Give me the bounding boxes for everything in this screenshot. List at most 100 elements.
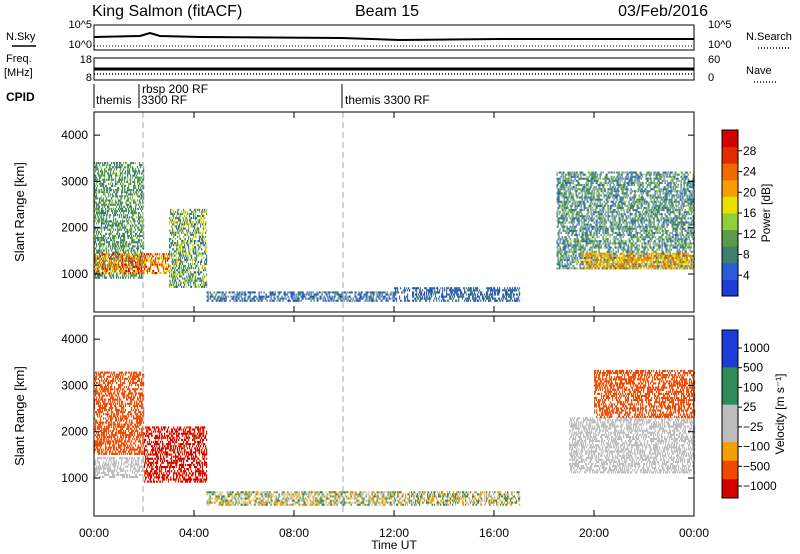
rti-cell xyxy=(578,181,580,184)
rti-cell xyxy=(132,193,134,196)
rti-cell xyxy=(134,220,136,223)
rti-cell xyxy=(172,279,174,282)
rti-cell xyxy=(200,235,202,238)
rti-cell xyxy=(116,166,118,169)
rti-cell xyxy=(98,203,100,206)
rti-cell xyxy=(189,217,191,220)
rti-cell xyxy=(591,184,593,187)
rti-cell xyxy=(416,295,418,298)
rti-cell xyxy=(218,299,220,302)
rti-cell xyxy=(199,235,201,238)
rti-cell xyxy=(379,293,381,296)
rti-cell xyxy=(593,217,595,220)
rti-cell xyxy=(106,189,108,192)
rti-cell xyxy=(102,184,104,187)
rti-cell xyxy=(121,201,123,204)
rti-cell xyxy=(588,192,590,195)
rti-cell xyxy=(268,295,270,298)
rti-cell xyxy=(159,255,161,258)
rti-cell xyxy=(112,253,114,256)
rti-cell xyxy=(124,172,126,175)
rti-cell xyxy=(448,287,450,290)
rti-cell xyxy=(585,261,587,264)
rti-cell xyxy=(132,162,134,165)
rti-cell xyxy=(510,293,512,296)
rti-cell xyxy=(565,246,567,249)
rti-cell xyxy=(571,202,573,205)
rti-cell xyxy=(131,257,133,260)
rti-cell xyxy=(126,214,128,217)
rti-cell xyxy=(576,267,578,270)
rti-cell xyxy=(397,291,399,294)
rti-cell xyxy=(572,261,574,264)
rti-cell xyxy=(141,216,143,219)
rti-cell xyxy=(120,162,122,165)
rti-cell xyxy=(143,178,145,181)
rti-cell xyxy=(135,253,137,256)
rti-cell xyxy=(182,250,184,253)
rti-cell xyxy=(592,198,594,201)
rti-cell xyxy=(107,189,109,192)
rti-cell xyxy=(201,271,203,274)
rti-cell xyxy=(100,166,102,169)
rti-cell xyxy=(173,235,175,238)
beam-label: Beam 15 xyxy=(355,3,419,20)
rti-cell xyxy=(135,274,137,277)
rti-cell xyxy=(101,237,103,240)
rti-cell xyxy=(182,221,184,224)
rti-cell xyxy=(104,259,106,262)
rti-cell xyxy=(354,295,356,298)
rti-cell xyxy=(290,291,292,294)
rti-cell xyxy=(172,273,174,276)
rti-cell xyxy=(586,240,588,243)
rti-cell xyxy=(98,251,100,254)
rti-cell xyxy=(143,230,145,233)
rti-cell xyxy=(128,220,130,223)
rti-cell xyxy=(497,287,499,290)
rti-cell xyxy=(133,214,135,217)
rti-cell xyxy=(106,216,108,219)
rti-cell xyxy=(572,265,574,268)
rti-cell xyxy=(412,293,414,296)
rti-cell xyxy=(599,198,601,201)
rti-cell xyxy=(100,259,102,262)
rti-cell xyxy=(136,224,138,227)
rti-cell xyxy=(212,299,214,302)
rti-cell xyxy=(223,293,225,296)
rti-cell xyxy=(560,215,562,218)
rti-cell xyxy=(566,259,568,262)
rti-cell xyxy=(140,251,142,254)
rti-cell xyxy=(193,212,195,215)
rti-cell xyxy=(561,206,563,209)
rti-cell xyxy=(430,287,432,290)
rti-cell xyxy=(489,287,491,290)
rti-cell xyxy=(116,264,118,267)
rti-cell xyxy=(559,188,561,191)
rti-cell xyxy=(105,203,107,206)
rti-cell xyxy=(190,212,192,215)
rti-cell xyxy=(138,184,140,187)
rti-cell xyxy=(122,189,124,192)
rti-cell xyxy=(204,262,206,265)
rti-cell xyxy=(566,238,568,241)
rti-cell xyxy=(187,223,189,226)
rti-cell xyxy=(598,215,600,218)
rti-cell xyxy=(135,220,137,223)
rti-cell xyxy=(104,266,106,269)
rti-cell xyxy=(100,162,102,165)
rti-cell xyxy=(176,217,178,220)
rti-cell xyxy=(283,291,285,294)
rti-cell xyxy=(584,219,586,222)
rti-cell xyxy=(96,261,98,264)
rti-cell xyxy=(565,181,567,184)
rti-cell xyxy=(574,217,576,220)
rti-cell xyxy=(596,190,598,193)
rti-cell xyxy=(429,297,431,300)
rti-cell xyxy=(134,178,136,181)
rti-cell xyxy=(140,249,142,252)
rti-cell xyxy=(432,291,434,294)
rti-cell xyxy=(108,182,110,185)
rti-cell xyxy=(241,297,243,300)
rti-cell xyxy=(571,259,573,262)
rti-cell xyxy=(94,247,96,250)
